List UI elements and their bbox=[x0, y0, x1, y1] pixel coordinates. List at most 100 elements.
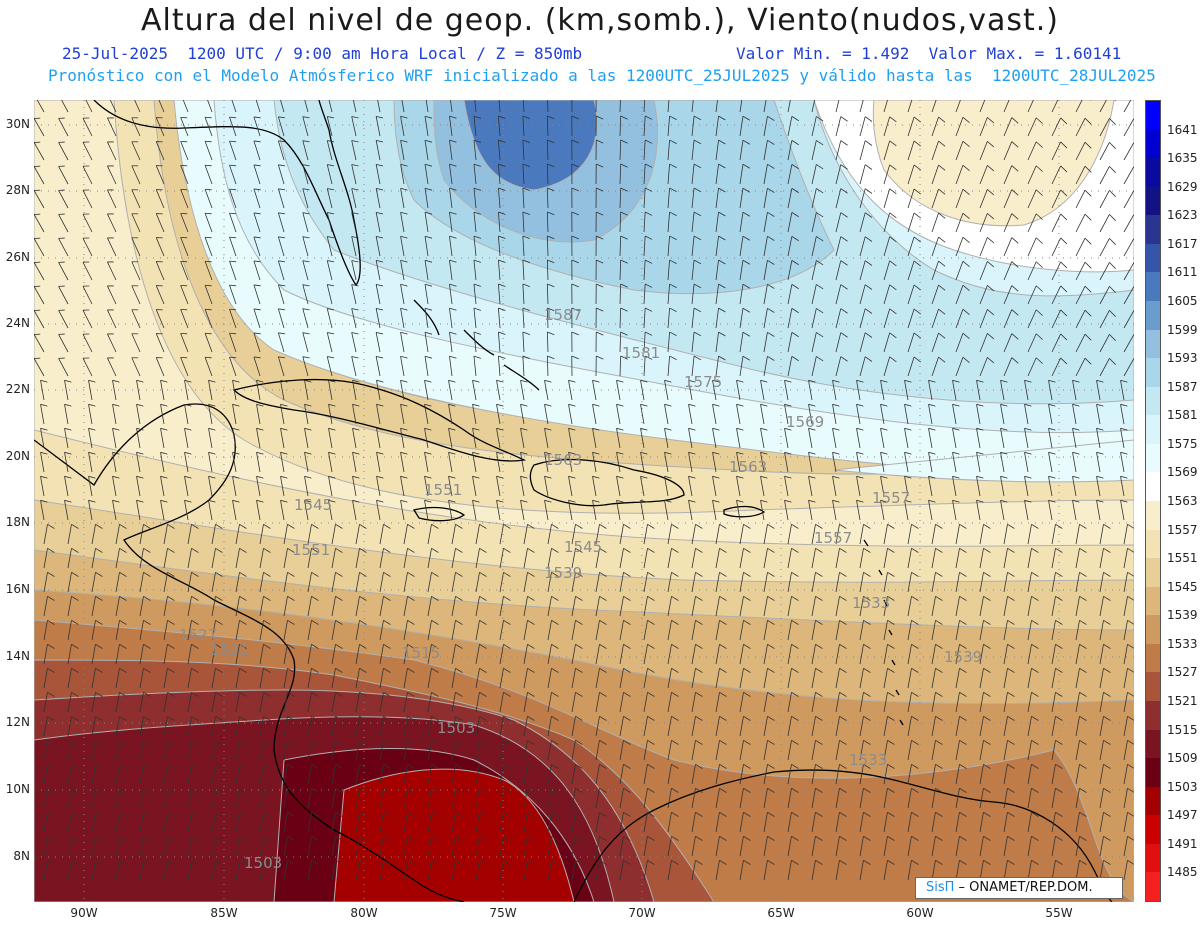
wind-barb-staff bbox=[907, 308, 915, 329]
wind-barb-staff bbox=[499, 596, 504, 617]
wind-barb-flag bbox=[767, 235, 775, 241]
wind-barb-staff bbox=[451, 764, 456, 785]
wind-barb-flag bbox=[473, 235, 482, 239]
wind-barb-flag bbox=[1109, 238, 1116, 245]
wind-barb-staff bbox=[302, 188, 309, 209]
wind-barb-flag bbox=[449, 163, 457, 167]
wind-barb-staff bbox=[1075, 548, 1080, 569]
wind-barb-staff bbox=[326, 260, 333, 281]
colorbar-label: 1503 bbox=[1167, 779, 1198, 794]
wind-barb-flag bbox=[620, 211, 628, 216]
wind-barb-staff bbox=[499, 812, 504, 833]
wind-barb-flag bbox=[671, 763, 679, 769]
wind-barb-staff bbox=[1123, 214, 1134, 233]
wind-barb-flag bbox=[596, 331, 604, 336]
wind-barb-staff bbox=[331, 596, 336, 617]
wind-barb-staff bbox=[904, 476, 909, 497]
wind-barb-flag bbox=[47, 811, 55, 817]
wind-barb-flag bbox=[669, 235, 677, 240]
wind-barb-flag bbox=[959, 835, 967, 841]
wind-barb-flag bbox=[407, 811, 415, 817]
wind-barbs bbox=[34, 100, 1134, 881]
wind-barb-flag bbox=[424, 211, 433, 215]
wind-barb-flag bbox=[71, 619, 79, 625]
wind-barb-staff bbox=[1024, 428, 1029, 449]
wind-barb-staff bbox=[955, 524, 960, 545]
wind-barb-flag bbox=[160, 403, 168, 407]
wind-barb-flag bbox=[359, 691, 367, 697]
wind-barb-staff bbox=[667, 524, 672, 545]
wind-barb-flag bbox=[815, 619, 823, 625]
wind-barb-flag bbox=[527, 619, 535, 625]
wind-barb-staff bbox=[307, 620, 312, 641]
wind-barb-flag bbox=[400, 403, 408, 407]
wind-barb-flag bbox=[311, 619, 319, 625]
wind-barb-flag bbox=[335, 691, 343, 697]
wind-barb-staff bbox=[976, 476, 981, 497]
wind-barb-staff bbox=[643, 812, 648, 833]
wind-barb-flag bbox=[856, 427, 864, 431]
wind-barb-flag bbox=[143, 619, 151, 625]
wind-barb-flag bbox=[1011, 357, 1019, 364]
wind-barb-staff bbox=[811, 596, 816, 617]
wind-barb-flag bbox=[95, 667, 103, 673]
wind-barb-staff bbox=[616, 452, 621, 473]
wind-barb-staff bbox=[1099, 286, 1110, 305]
wind-barb-staff bbox=[187, 644, 192, 665]
wind-barb-staff bbox=[427, 764, 432, 785]
wind-barb-staff bbox=[811, 116, 817, 137]
wind-barb-flag bbox=[167, 787, 175, 793]
wind-barb-flag bbox=[304, 451, 312, 455]
wind-barb-staff bbox=[643, 332, 646, 353]
wind-barb-staff bbox=[619, 355, 622, 377]
wind-barb-flag bbox=[280, 475, 288, 479]
wind-barb-staff bbox=[1123, 286, 1134, 305]
wind-barb-staff bbox=[331, 740, 336, 761]
wind-barb-flag bbox=[449, 115, 457, 119]
wind-barb-flag bbox=[616, 451, 624, 455]
wind-barb-staff bbox=[403, 548, 408, 569]
wind-barb-flag bbox=[205, 236, 212, 239]
wind-barb-staff bbox=[568, 380, 573, 401]
wind-barb-staff bbox=[883, 212, 891, 233]
colorbar-label: 1575 bbox=[1167, 436, 1198, 451]
wind-barb-flag bbox=[840, 260, 848, 266]
wind-barb-flag bbox=[688, 403, 696, 407]
wind-barb-flag bbox=[889, 260, 897, 267]
wind-barb-staff bbox=[522, 164, 525, 185]
wind-barb-flag bbox=[1127, 859, 1134, 865]
wind-barb-flag bbox=[864, 212, 873, 218]
wind-barb-flag bbox=[352, 379, 360, 383]
wind-barb-flag bbox=[688, 499, 696, 503]
wind-barb-flag bbox=[623, 835, 631, 841]
wind-barb-flag bbox=[383, 739, 391, 745]
wind-barb-flag bbox=[983, 667, 991, 673]
wind-barb-staff bbox=[498, 332, 501, 353]
wind-barb-flag bbox=[215, 667, 223, 673]
wind-barb-staff bbox=[401, 100, 405, 113]
wind-barb-staff bbox=[907, 572, 912, 593]
wind-barb-staff bbox=[115, 716, 120, 737]
wind-barb-flag bbox=[880, 499, 888, 503]
wind-barb-flag bbox=[1079, 691, 1087, 697]
wind-barb-flag bbox=[503, 547, 511, 553]
wind-barb-flag bbox=[887, 523, 895, 529]
wind-barb-flag bbox=[889, 332, 897, 339]
wind-barb-flag bbox=[1127, 835, 1134, 841]
wind-barb-staff bbox=[715, 668, 720, 689]
wind-barb-flag bbox=[815, 787, 823, 793]
wind-barb-staff bbox=[763, 692, 768, 713]
wind-barb-staff bbox=[1000, 452, 1005, 473]
wind-barb-staff bbox=[811, 788, 816, 809]
wind-barb-staff bbox=[1072, 476, 1077, 497]
wind-barb-flag bbox=[424, 427, 432, 431]
wind-barb-staff bbox=[907, 260, 915, 281]
wind-barb-flag bbox=[302, 140, 310, 143]
wind-barb-flag bbox=[863, 667, 871, 673]
wind-barb-flag bbox=[935, 691, 943, 697]
wind-barb-flag bbox=[791, 811, 799, 817]
wind-barb-staff bbox=[498, 308, 501, 329]
wind-barb-flag bbox=[215, 619, 223, 625]
wind-barb-flag bbox=[742, 163, 751, 169]
wind-barb-staff bbox=[184, 500, 189, 521]
